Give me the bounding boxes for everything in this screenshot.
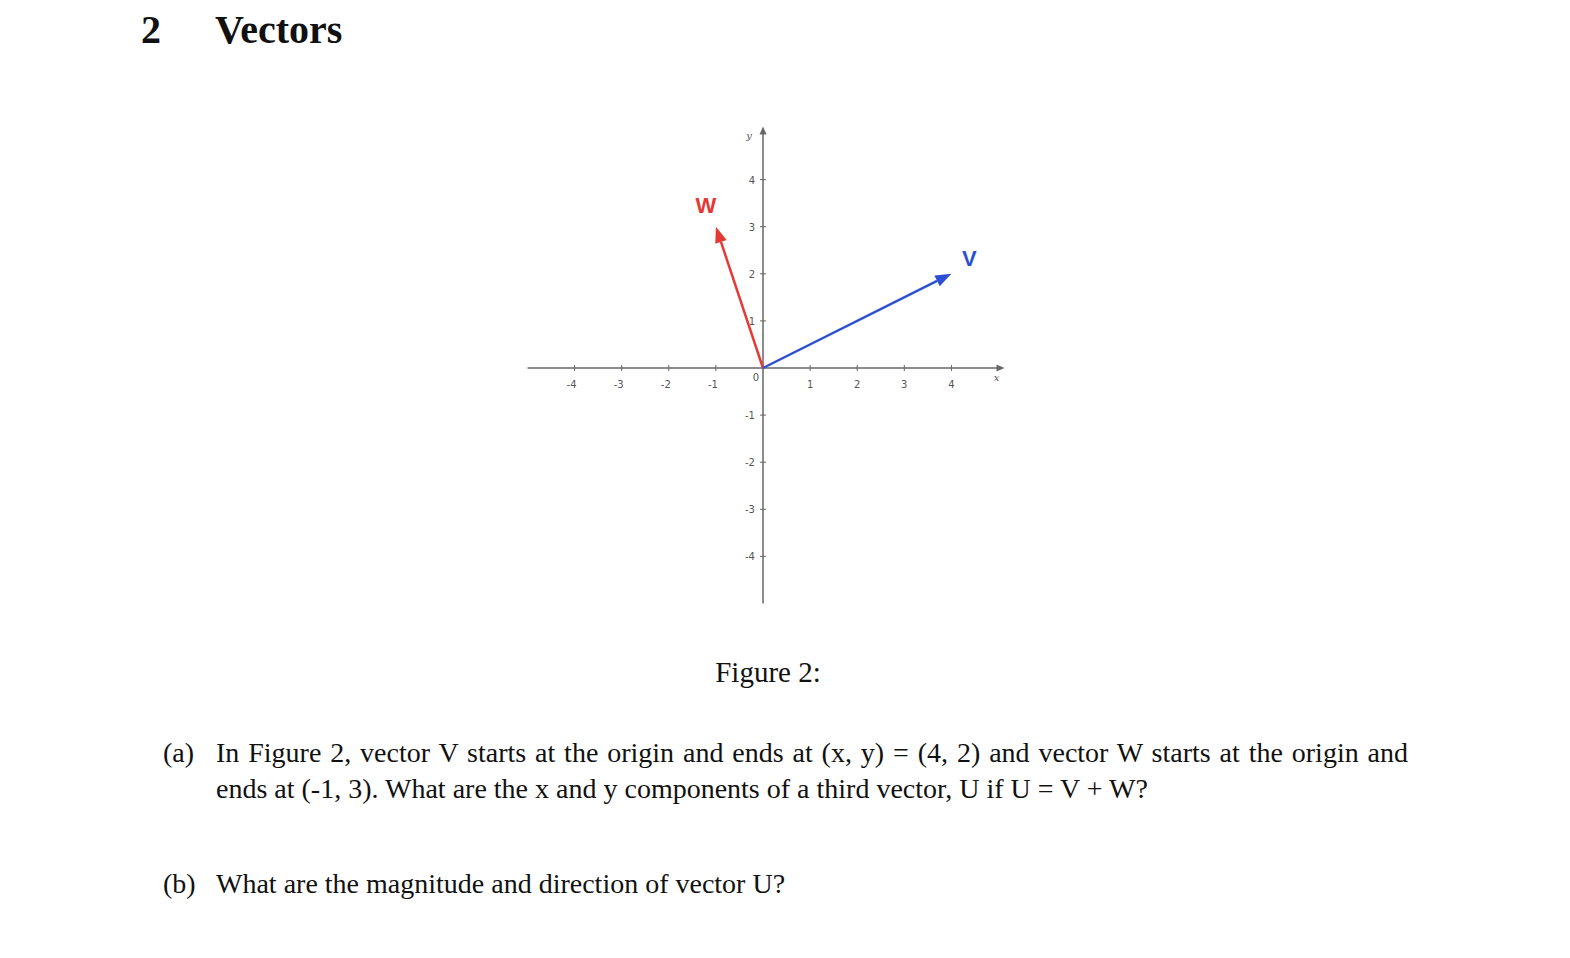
y-tick-label: 3 (749, 222, 755, 233)
y-tick (760, 415, 766, 416)
vectors (715, 227, 951, 368)
axis-arrow (760, 127, 767, 135)
vector-head (934, 274, 951, 287)
y-tick (760, 273, 766, 274)
x-tick (810, 365, 811, 371)
y-tick (760, 462, 766, 463)
vector-shaft (763, 281, 937, 368)
vector (715, 227, 763, 368)
vector-label: W (696, 193, 717, 218)
question: (a) In Figure 2, vector V starts at the o… (163, 735, 1408, 807)
x-tick-label: 4 (948, 379, 954, 390)
heading: 2Vectors (141, 6, 342, 53)
question-label: (a) (163, 735, 194, 771)
x-tick-label: 0 (753, 372, 759, 383)
vector-label: V (962, 246, 977, 271)
figure: -4-3-2-101234-4-3-2-11234xyWV (500, 110, 1020, 624)
vector (763, 274, 951, 368)
y-tick-label: 2 (749, 269, 755, 280)
x-tick-label: -4 (567, 379, 577, 390)
y-tick-label: -2 (745, 457, 755, 468)
question-text: In Figure 2, vector V starts at the orig… (216, 735, 1408, 807)
x-tick (904, 365, 905, 371)
vector-shaft (721, 242, 763, 368)
x-tick-label: -3 (614, 379, 624, 390)
section-title: Vectors (215, 7, 342, 52)
x-tick-label: 2 (854, 379, 860, 390)
x-tick (951, 365, 952, 371)
x-tick (621, 365, 622, 371)
y-tick-label: 4 (749, 175, 755, 186)
x-tick (668, 365, 669, 371)
question-text: What are the magnitude and direction of … (216, 866, 1408, 902)
y-tick (760, 179, 766, 180)
x-tick-label: 3 (901, 379, 907, 390)
y-axis-label: y (745, 130, 752, 141)
question-label: (b) (163, 866, 196, 902)
axis-arrow (997, 365, 1005, 372)
y-tick-label: -1 (745, 410, 755, 421)
y-tick-label: -4 (745, 551, 755, 562)
x-tick-label: 1 (807, 379, 813, 390)
y-tick (760, 320, 766, 321)
x-axis-label: x (994, 372, 1000, 383)
x-tick-label: -2 (661, 379, 671, 390)
y-tick (760, 556, 766, 557)
y-tick-label: -3 (745, 504, 755, 515)
caption: Figure 2: (0, 656, 1536, 689)
y-tick (760, 226, 766, 227)
vector-plot: -4-3-2-101234-4-3-2-11234xyWV (500, 110, 1020, 620)
section-number: 2 (141, 6, 215, 53)
x-tick-label: -1 (708, 379, 718, 390)
vector-head (715, 227, 726, 244)
x-tick (715, 365, 716, 371)
y-tick (760, 509, 766, 510)
x-tick (857, 365, 858, 371)
x-tick (574, 365, 575, 371)
question: (b) What are the magnitude and direction … (163, 866, 1408, 902)
